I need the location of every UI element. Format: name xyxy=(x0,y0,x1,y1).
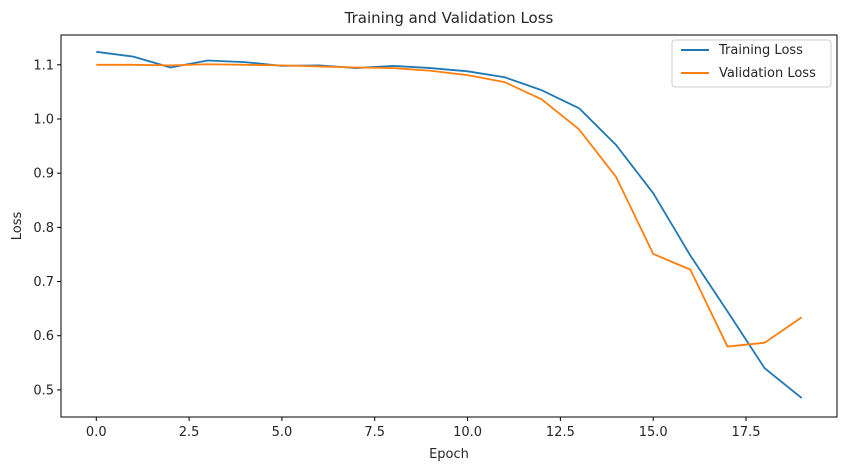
x-tick-label: 0.0 xyxy=(86,425,107,440)
x-tick-label: 2.5 xyxy=(179,425,200,440)
x-tick-label: 17.5 xyxy=(732,425,761,440)
chart-title: Training and Validation Loss xyxy=(344,9,554,27)
series-lines xyxy=(96,50,803,399)
x-tick-label: 12.5 xyxy=(546,425,575,440)
x-tick-label: 10.0 xyxy=(453,425,482,440)
y-tick-label: 0.6 xyxy=(33,329,54,344)
legend-label-validation-loss: Validation Loss xyxy=(719,66,816,81)
y-axis-label: Loss xyxy=(10,212,25,241)
x-tick-label: 15.0 xyxy=(639,425,668,440)
y-tick-label: 0.8 xyxy=(33,221,54,236)
y-axis: 0.5 0.6 0.7 0.8 0.9 1.0 1.1 xyxy=(33,58,61,398)
plot-area-frame xyxy=(60,34,838,418)
legend: Training Loss Validation Loss xyxy=(671,39,832,88)
y-tick-label: 0.5 xyxy=(33,383,54,398)
series-line-training-loss xyxy=(96,50,803,399)
x-axis: 0.0 2.5 5.0 7.5 10.0 12.5 15.0 17.5 xyxy=(86,417,761,440)
y-tick-label: 0.7 xyxy=(33,275,54,290)
y-tick-label: 1.0 xyxy=(33,112,54,127)
series-line-validation-loss xyxy=(96,63,803,348)
y-tick-label: 1.1 xyxy=(33,58,54,73)
y-tick-label: 0.9 xyxy=(33,167,54,182)
legend-box xyxy=(671,39,832,88)
legend-label-training-loss: Training Loss xyxy=(718,43,803,58)
x-tick-label: 5.0 xyxy=(272,425,293,440)
x-axis-label: Epoch xyxy=(429,447,469,462)
x-tick-label: 7.5 xyxy=(364,425,385,440)
